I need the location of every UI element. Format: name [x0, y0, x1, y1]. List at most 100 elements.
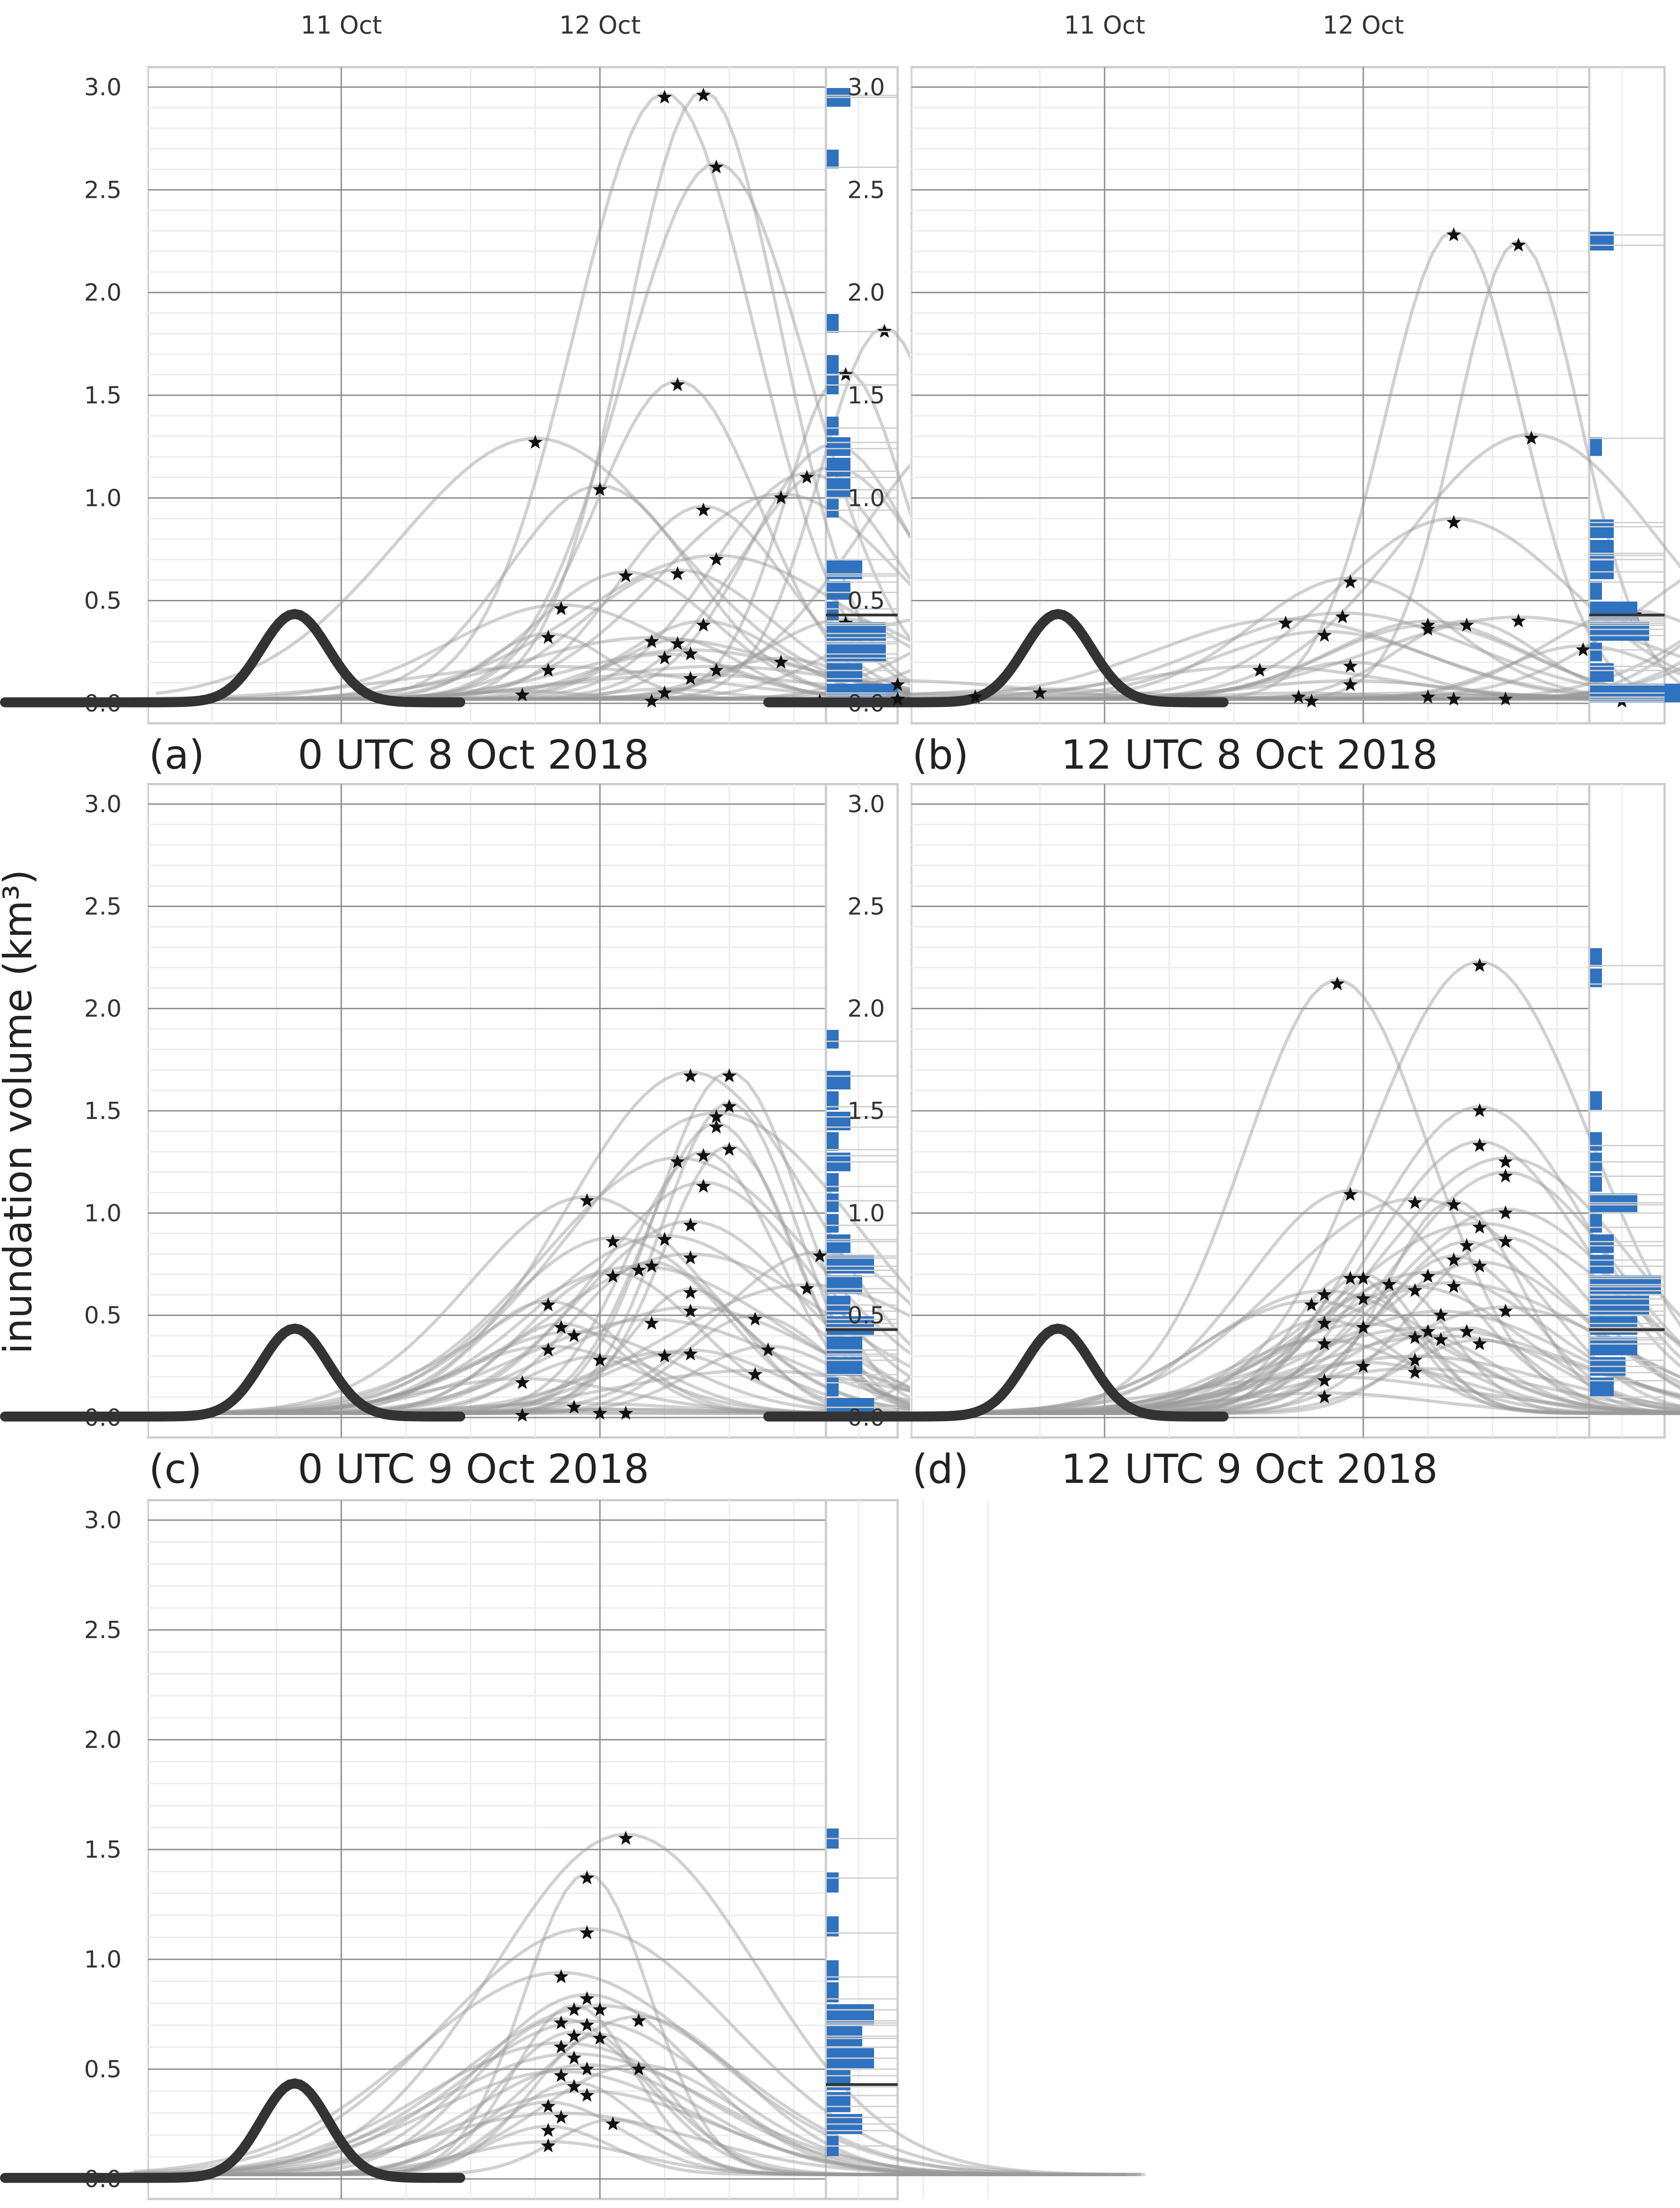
ensemble-member-line	[896, 1156, 1680, 1415]
histogram-bar	[827, 149, 839, 169]
histogram-bar	[1590, 1091, 1602, 1110]
peak-star-marker	[1304, 1297, 1319, 1311]
peak-star-marker	[1433, 1332, 1449, 1346]
peak-star-marker	[540, 1342, 556, 1356]
peak-star-marker	[1032, 685, 1047, 700]
peak-star-marker	[696, 618, 711, 632]
ensemble-member-line	[921, 1285, 1680, 1415]
peak-star-marker	[670, 377, 685, 392]
peak-star-marker	[722, 1142, 737, 1156]
peak-star-marker	[554, 2039, 569, 2054]
peak-star-marker	[683, 1068, 698, 1083]
ensemble-member-line	[906, 960, 1680, 1415]
peak-star-marker	[1407, 1283, 1423, 1297]
peak-star-marker	[1343, 1187, 1358, 1201]
ensemble-member-line	[883, 432, 1680, 701]
ensemble-member-line	[134, 2019, 1004, 2176]
y-tick-label: 2.5	[847, 177, 885, 204]
ensemble-member-line	[129, 1927, 1030, 2175]
ensemble-member-line	[893, 576, 1680, 701]
panel-title: 0 UTC 9 Oct 2018	[298, 1446, 649, 1492]
panel-letter: (a)	[149, 731, 205, 778]
histogram-bar	[1590, 1234, 1614, 1253]
ensemble-member-line	[148, 2118, 1059, 2176]
peak-star-marker	[1459, 1324, 1474, 1338]
peak-star-marker	[877, 324, 892, 338]
ensemble-member-line	[111, 2004, 1125, 2176]
ensemble-member-line	[903, 1338, 1680, 1415]
histogram-bar	[827, 1377, 839, 1396]
ensemble-member-line	[915, 579, 1680, 701]
y-tick-label: 1.0	[84, 485, 122, 512]
peak-star-marker	[605, 2116, 620, 2130]
histogram-bar	[827, 314, 839, 333]
ensemble-member-line	[883, 1326, 1680, 1415]
y-tick-label: 1.0	[84, 1946, 122, 1973]
peak-star-marker	[1317, 1287, 1332, 1301]
ensemble-member-line	[906, 1273, 1680, 1415]
peak-star-marker	[1472, 1258, 1487, 1273]
peak-star-marker	[566, 2079, 582, 2093]
peak-star-marker	[554, 1969, 569, 1983]
peak-star-marker	[1459, 1238, 1474, 1252]
peak-star-marker	[554, 1320, 569, 1334]
histogram-bar	[827, 499, 839, 518]
peak-star-marker	[540, 662, 556, 677]
peak-star-marker	[515, 1375, 530, 1389]
peak-star-marker	[1498, 1205, 1513, 1220]
peak-star-marker	[1317, 1336, 1332, 1350]
peak-star-marker	[580, 2088, 594, 2102]
ensemble-member-line	[110, 2032, 1125, 2176]
y-tick-label: 1.5	[84, 1098, 122, 1125]
panel-letter: (e)	[149, 2207, 205, 2208]
peak-star-marker	[644, 1315, 659, 1330]
peak-star-marker	[696, 1148, 711, 1162]
panel-3: 0.00.51.01.52.02.53.0(c) 0 UTC 9 Oct 2018	[0, 783, 1259, 1492]
top-date-label: 11 Oct	[300, 11, 382, 39]
ensemble-member-line	[155, 1195, 1035, 1415]
peak-star-marker	[1317, 1315, 1332, 1330]
y-tick-label: 2.5	[84, 893, 122, 920]
histogram-bar	[1590, 581, 1602, 600]
peak-star-marker	[1498, 691, 1513, 706]
ensemble-member-line	[885, 1375, 1680, 1415]
peak-star-marker	[566, 2050, 582, 2065]
peak-star-marker	[566, 1399, 582, 1414]
ensemble-member-line	[874, 609, 1680, 701]
ensemble-member-line	[883, 517, 1680, 701]
peak-star-marker	[1407, 1364, 1423, 1379]
peak-star-marker	[657, 685, 672, 700]
peak-star-marker	[580, 1193, 594, 1207]
y-tick-label: 2.0	[847, 996, 885, 1023]
y-tick-label: 2.0	[84, 1727, 122, 1754]
peak-star-marker	[540, 630, 556, 644]
peak-star-marker	[618, 1406, 634, 1420]
peak-star-marker	[722, 1068, 737, 1083]
ensemble-member-line	[895, 1391, 1680, 1415]
ensemble-member-line	[902, 1334, 1680, 1415]
ensemble-member-line	[131, 2063, 1072, 2176]
ensemble-member-line	[912, 1222, 1680, 1415]
panel-title: 12 UTC 9 Oct 2018	[1061, 1446, 1438, 1492]
peak-star-marker	[580, 1991, 594, 2005]
peak-star-marker	[968, 689, 983, 704]
peak-star-marker	[747, 1311, 763, 1326]
ensemble-member-line	[881, 1354, 1680, 1415]
y-tick-label: 0.5	[847, 588, 885, 615]
ensemble-member-line	[906, 1326, 1680, 1415]
histogram-bar	[827, 417, 839, 436]
peak-star-marker	[644, 634, 659, 648]
peak-star-marker	[1317, 628, 1332, 642]
ensemble-member-line	[142, 2030, 991, 2176]
peak-star-marker	[554, 2068, 569, 2082]
ensemble-member-line	[905, 679, 1680, 701]
peak-star-marker	[1356, 1359, 1371, 1373]
peak-star-marker	[1498, 1303, 1513, 1318]
ensemble-member-line	[899, 619, 1680, 701]
peak-star-marker	[696, 1178, 711, 1193]
ensemble-member-line	[907, 1199, 1680, 1415]
peak-star-marker	[799, 1281, 815, 1295]
peak-star-marker	[566, 2028, 582, 2043]
peak-star-marker	[1381, 1277, 1397, 1291]
ensemble-member-line	[133, 1971, 1106, 2176]
